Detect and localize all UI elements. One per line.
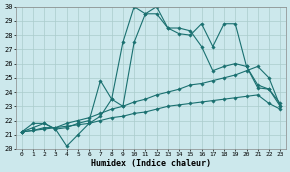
X-axis label: Humidex (Indice chaleur): Humidex (Indice chaleur)	[91, 159, 211, 168]
